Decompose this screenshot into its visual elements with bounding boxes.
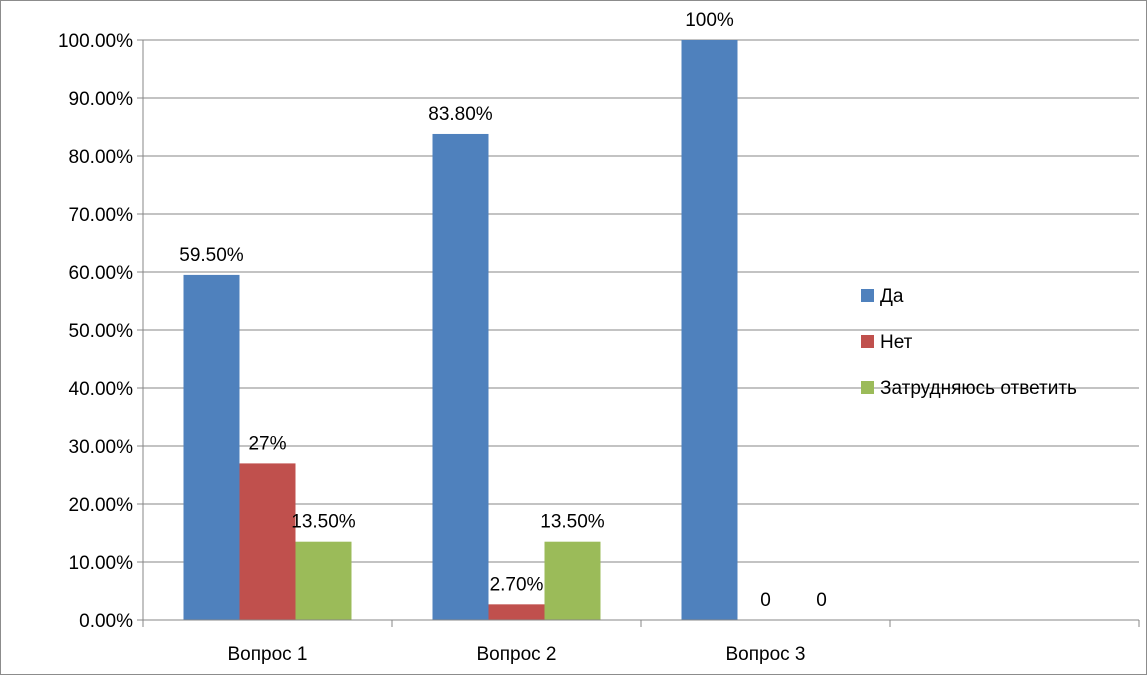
data-label: 13.50% bbox=[291, 512, 356, 533]
bar bbox=[432, 133, 489, 620]
bar bbox=[239, 463, 296, 620]
y-tick-label: 60.00% bbox=[69, 263, 134, 284]
y-tick-label: 30.00% bbox=[69, 437, 134, 458]
legend-label: Да bbox=[880, 286, 904, 307]
legend-label: Нет bbox=[880, 332, 913, 353]
legend-swatch bbox=[861, 289, 874, 302]
x-tick-label: Вопрос 2 bbox=[476, 644, 556, 665]
data-label: 27% bbox=[248, 433, 286, 454]
legend: Да Нет Затрудняюсь ответить bbox=[861, 286, 1077, 399]
y-tick-label: 100.00% bbox=[58, 31, 133, 52]
y-tick-label: 0.00% bbox=[79, 611, 133, 632]
y-tick-label: 20.00% bbox=[69, 495, 134, 516]
y-tick-label: 50.00% bbox=[69, 321, 134, 342]
x-tick-label: Вопрос 1 bbox=[227, 644, 307, 665]
data-label: 59.50% bbox=[179, 245, 244, 266]
y-tick-label: 40.00% bbox=[69, 379, 134, 400]
data-label: 13.50% bbox=[540, 512, 605, 533]
y-tick-label: 90.00% bbox=[69, 89, 134, 110]
axes: 0.00% 10.00% 20.00% 30.00% 40.00% 50.00% 60.00… bbox=[58, 31, 1140, 665]
bar bbox=[681, 40, 738, 620]
data-label: 100% bbox=[685, 10, 734, 31]
x-tick-label: Вопрос 3 bbox=[725, 644, 805, 665]
y-tick-label: 70.00% bbox=[69, 205, 134, 226]
bar bbox=[295, 541, 352, 620]
y-tick-label: 80.00% bbox=[69, 147, 134, 168]
legend-label: Затрудняюсь ответить bbox=[880, 378, 1077, 399]
bars bbox=[183, 40, 738, 620]
bar bbox=[183, 274, 240, 620]
y-tick-label: 10.00% bbox=[69, 553, 134, 574]
data-label: 0 bbox=[760, 590, 771, 611]
bar bbox=[488, 604, 545, 620]
legend-swatch bbox=[861, 335, 874, 348]
bar bbox=[544, 541, 601, 620]
data-label: 2.70% bbox=[490, 574, 544, 595]
data-label: 83.80% bbox=[428, 104, 493, 125]
data-label: 0 bbox=[816, 590, 827, 611]
legend-swatch bbox=[861, 381, 874, 394]
data-labels: 59.50% 27% 13.50% 83.80% 2.70% 13.50% 100% 0 0 bbox=[179, 10, 827, 611]
